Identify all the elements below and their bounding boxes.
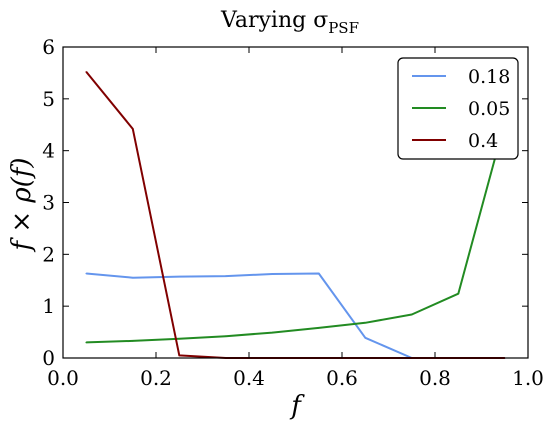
x-tick-label: 0.6 <box>326 366 358 390</box>
x-tick-label: 0.2 <box>140 366 172 390</box>
data-point <box>224 275 227 277</box>
y-axis-title: f × ρ(f) <box>7 157 37 252</box>
legend-label: 0.4 <box>468 130 498 152</box>
x-tick-label: 1.0 <box>512 366 544 390</box>
legend: 0.18 0.05 0.4 <box>397 57 519 160</box>
data-point <box>317 327 320 329</box>
data-point <box>410 313 413 316</box>
x-tick-label: 0.4 <box>233 366 265 390</box>
y-tick-label: 1 <box>42 294 55 318</box>
x-tick-label: 0.0 <box>47 366 79 390</box>
data-point <box>271 331 274 334</box>
data-point <box>131 128 134 130</box>
y-tick-label: 5 <box>42 87 55 111</box>
data-point <box>131 276 134 279</box>
data-point <box>364 321 367 324</box>
data-point <box>224 335 227 338</box>
series-line-0 <box>86 272 505 359</box>
data-point <box>85 341 88 344</box>
data-point <box>178 338 181 340</box>
data-point <box>85 71 88 73</box>
data-point <box>364 336 367 339</box>
y-tick-label: 3 <box>42 191 55 215</box>
data-point <box>317 272 320 275</box>
data-point <box>178 275 181 278</box>
y-tick-label: 6 <box>42 35 55 59</box>
data-point <box>131 340 134 342</box>
x-axis-title: f <box>289 391 305 421</box>
data-point <box>271 273 274 275</box>
x-tick-label: 0.8 <box>419 366 451 390</box>
plot-frame <box>62 46 529 359</box>
data-point <box>85 272 88 275</box>
legend-label: 0.05 <box>468 98 510 120</box>
y-tick-label: 0 <box>42 346 55 370</box>
axis-ticks: 0.0 0.2 0.4 0.6 0.8 1.0 0 1 2 3 4 5 6 <box>42 35 544 390</box>
legend-label: 0.18 <box>468 66 510 88</box>
data-point <box>178 354 181 357</box>
y-tick-label: 4 <box>42 139 55 163</box>
data-point <box>457 292 460 295</box>
y-tick-label: 2 <box>42 242 55 266</box>
series-line-1 <box>86 121 506 344</box>
legend-box <box>397 57 519 160</box>
chart-title: Varying σPSF <box>220 8 359 37</box>
